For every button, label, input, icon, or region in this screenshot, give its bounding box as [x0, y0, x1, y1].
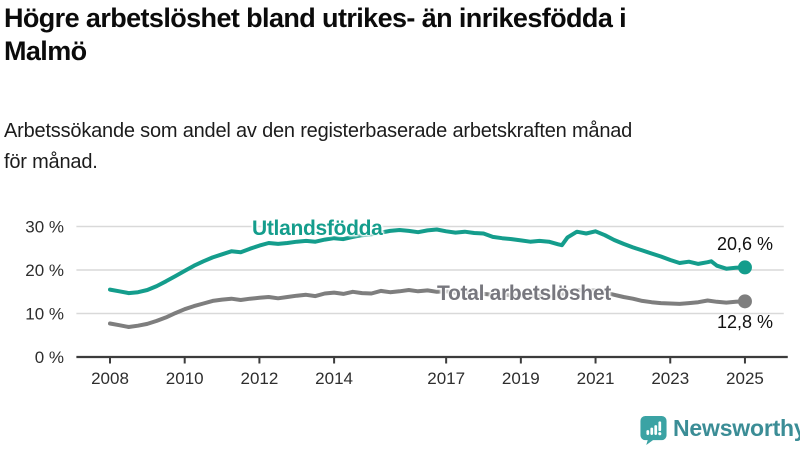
x-tick-label: 2012	[240, 369, 278, 388]
newsworthy-logo: Newsworthy	[640, 415, 800, 445]
series-line-1	[108, 288, 747, 329]
newsworthy-barchart-speech-bubble-icon	[640, 416, 667, 445]
y-tick-label: 20 %	[25, 261, 64, 280]
x-tick-label: 2019	[502, 369, 540, 388]
series-end-dot-1	[737, 294, 752, 309]
x-tick-label: 2023	[651, 369, 689, 388]
series-label-total-arbetsloshet: Total arbetslöshet	[437, 282, 611, 305]
newsworthy-wordmark: Newsworthy	[673, 415, 800, 441]
x-tick-label: 2014	[315, 369, 353, 388]
line-chart: 0 % 10 % 20 % 30 % 2008 2010 2012 2014 2017 2019 2…	[25, 218, 788, 388]
subtitle-line-2: för månad.	[4, 151, 98, 173]
x-tick-label: 2021	[577, 369, 615, 388]
end-value-utlandsfodda: 20,6 %	[717, 234, 774, 254]
series-line-0	[108, 227, 747, 296]
y-tick-label: 0 %	[35, 348, 64, 367]
x-tick-label: 2010	[166, 369, 204, 388]
end-value-total: 12,8 %	[717, 312, 774, 332]
y-tick-label: 10 %	[25, 305, 64, 324]
title-line-1: Högre arbetslöshet bland utrikes- än inr…	[4, 3, 627, 33]
series-end-dot-0	[737, 260, 752, 275]
page-title: Högre arbetslöshet bland utrikes- än inr…	[4, 2, 796, 68]
x-tick-label: 2025	[726, 369, 764, 388]
x-tick-label: 2017	[427, 369, 465, 388]
title-line-2: Malmö	[4, 36, 87, 66]
subtitle-line-1: Arbetssökande som andel av den registerb…	[4, 120, 633, 142]
x-tick-label: 2008	[91, 369, 129, 388]
series-label-utlandsfodda: Utlandsfödda	[252, 217, 383, 240]
chart-subtitle: Arbetssökande som andel av den registerb…	[4, 116, 784, 178]
y-tick-label: 30 %	[25, 218, 64, 237]
